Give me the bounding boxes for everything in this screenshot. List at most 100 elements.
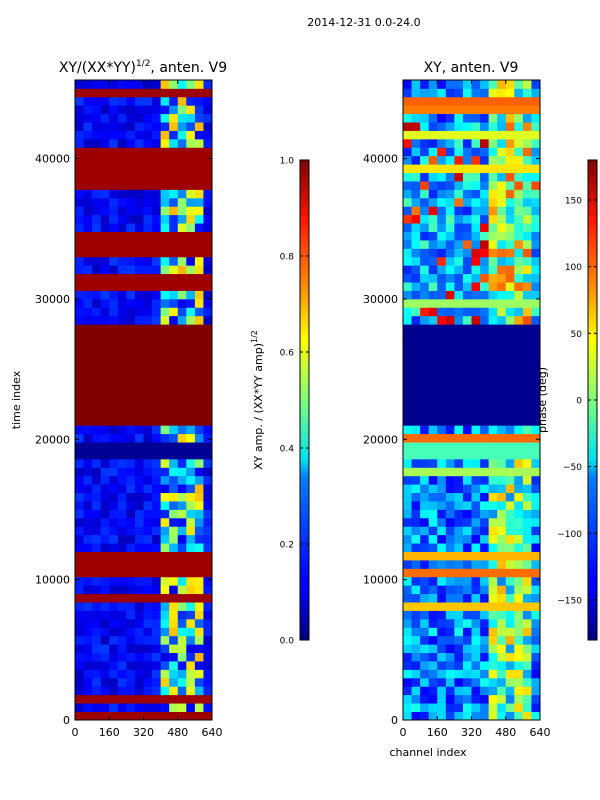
right-heatmap-cell — [497, 315, 507, 325]
left-heatmap-cell — [117, 644, 127, 654]
right-heatmap-cell — [428, 442, 438, 451]
left-heatmap-cell — [152, 138, 162, 148]
right-heatmap-cell — [505, 155, 515, 165]
right-heatmap-cell — [454, 164, 464, 174]
right-heatmap-cell — [471, 332, 481, 342]
left-heatmap-cell — [143, 585, 153, 595]
right-heatmap-cell — [488, 265, 498, 275]
left-heatmap-cell — [92, 324, 102, 334]
left-heatmap-cell — [109, 686, 119, 696]
left-heatmap-cell — [186, 694, 196, 704]
right-heatmap-cell — [497, 618, 507, 628]
left-heatmap-cell — [109, 113, 119, 123]
left-heatmap-cell — [143, 273, 153, 283]
left-heatmap-cell — [186, 265, 196, 275]
left-heatmap-cell — [117, 652, 127, 662]
right-heatmap-cell — [437, 138, 447, 148]
left-heatmap-cell — [109, 677, 119, 687]
right-heatmap-cell — [505, 197, 515, 207]
right-heatmap-cell — [471, 694, 481, 704]
left-heatmap-cell — [117, 517, 127, 527]
left-heatmap-cell — [134, 686, 144, 696]
right-heatmap-cell — [428, 484, 438, 494]
left-heatmap-cell — [152, 105, 162, 115]
right-heatmap-cell — [531, 290, 540, 300]
left-heatmap-cell — [134, 458, 144, 468]
left-heatmap-cell — [152, 551, 162, 561]
right-heatmap-cell — [462, 307, 472, 317]
left-heatmap-cell — [100, 298, 110, 308]
left-heatmap-cell — [117, 357, 127, 367]
left-heatmap-cell — [117, 686, 127, 696]
right-heatmap-cell — [411, 383, 421, 392]
right-heatmap-cell — [420, 627, 430, 637]
right-heatmap-cell — [522, 534, 532, 544]
right-heatmap-cell — [531, 96, 540, 106]
right-heatmap-cell — [488, 332, 498, 342]
right-heatmap-cell — [497, 383, 507, 392]
right-heatmap-cell — [497, 391, 507, 401]
right-heatmap-cell — [531, 206, 540, 216]
right-heatmap-cell — [522, 181, 532, 190]
left-heatmap-cell — [143, 181, 153, 190]
right-heatmap-cell — [505, 694, 515, 704]
right-heatmap-cell — [428, 273, 438, 283]
right-heatmap-cell — [420, 576, 430, 586]
left-heatmap-cell — [100, 551, 110, 561]
right-heatmap-cell — [522, 509, 532, 519]
left-heatmap-cell — [100, 383, 110, 392]
left-heatmap-cell — [75, 357, 84, 367]
right-heatmap-cell — [403, 223, 412, 232]
left-heatmap-cell — [203, 585, 212, 595]
right-heatmap-cell — [497, 568, 507, 578]
right-heatmap-cell — [411, 349, 421, 359]
right-heatmap-cell — [445, 80, 455, 89]
left-heatmap-cell — [152, 652, 162, 662]
left-heatmap-cell — [169, 96, 179, 106]
right-heatmap-cell — [428, 298, 438, 308]
left-heatmap-cell — [75, 181, 84, 190]
right-heatmap-cell — [428, 501, 438, 510]
left-heatmap-cell — [177, 602, 187, 611]
right-heatmap-cell — [497, 96, 507, 106]
right-heatmap-cell — [471, 265, 481, 275]
right-heatmap-cell — [531, 88, 540, 98]
right-heatmap-cell — [403, 113, 412, 123]
right-heatmap-cell — [403, 307, 412, 317]
right-heatmap-cell — [471, 357, 481, 367]
left-heatmap-cell — [117, 366, 127, 376]
right-heatmap-cell — [514, 677, 524, 687]
left-heatmap-cell — [83, 256, 93, 266]
right-heatmap-cell — [411, 425, 421, 435]
left-heatmap-cell — [83, 484, 93, 494]
left-heatmap-cell — [143, 610, 153, 620]
left-heatmap-cell — [83, 526, 93, 536]
right-heatmap-cell — [522, 324, 532, 334]
left-heatmap-cell — [203, 197, 212, 207]
left-heatmap-cell — [169, 256, 179, 266]
right-heatmap-cell — [462, 130, 472, 140]
right-heatmap-cell — [514, 458, 524, 468]
left-heatmap-cell — [143, 551, 153, 561]
left-heatmap-cell — [100, 366, 110, 376]
right-heatmap-cell — [471, 509, 481, 519]
left-heatmap-cell — [126, 560, 136, 569]
left-heatmap-cell — [117, 298, 127, 308]
left-heatmap-cell — [109, 383, 119, 392]
left-heatmap-cell — [203, 248, 212, 258]
left-heatmap-cell — [143, 298, 153, 308]
right-heatmap-cell — [403, 349, 412, 359]
right-heatmap-cell — [445, 105, 455, 115]
left-heatmap-cell — [92, 593, 102, 603]
right-heatmap-cell — [514, 694, 524, 704]
right-heatmap-cell — [471, 307, 481, 317]
right-heatmap-cell — [437, 442, 447, 451]
right-heatmap-cell — [411, 155, 421, 165]
right-heatmap-cell — [445, 425, 455, 435]
left-heatmap-cell — [92, 635, 102, 645]
left-heatmap-cell — [134, 593, 144, 603]
right-heatmap-cell — [488, 240, 498, 249]
right-heatmap-cell — [514, 315, 524, 325]
right-heatmap-cell — [411, 332, 421, 342]
right-heatmap-cell — [462, 442, 472, 451]
